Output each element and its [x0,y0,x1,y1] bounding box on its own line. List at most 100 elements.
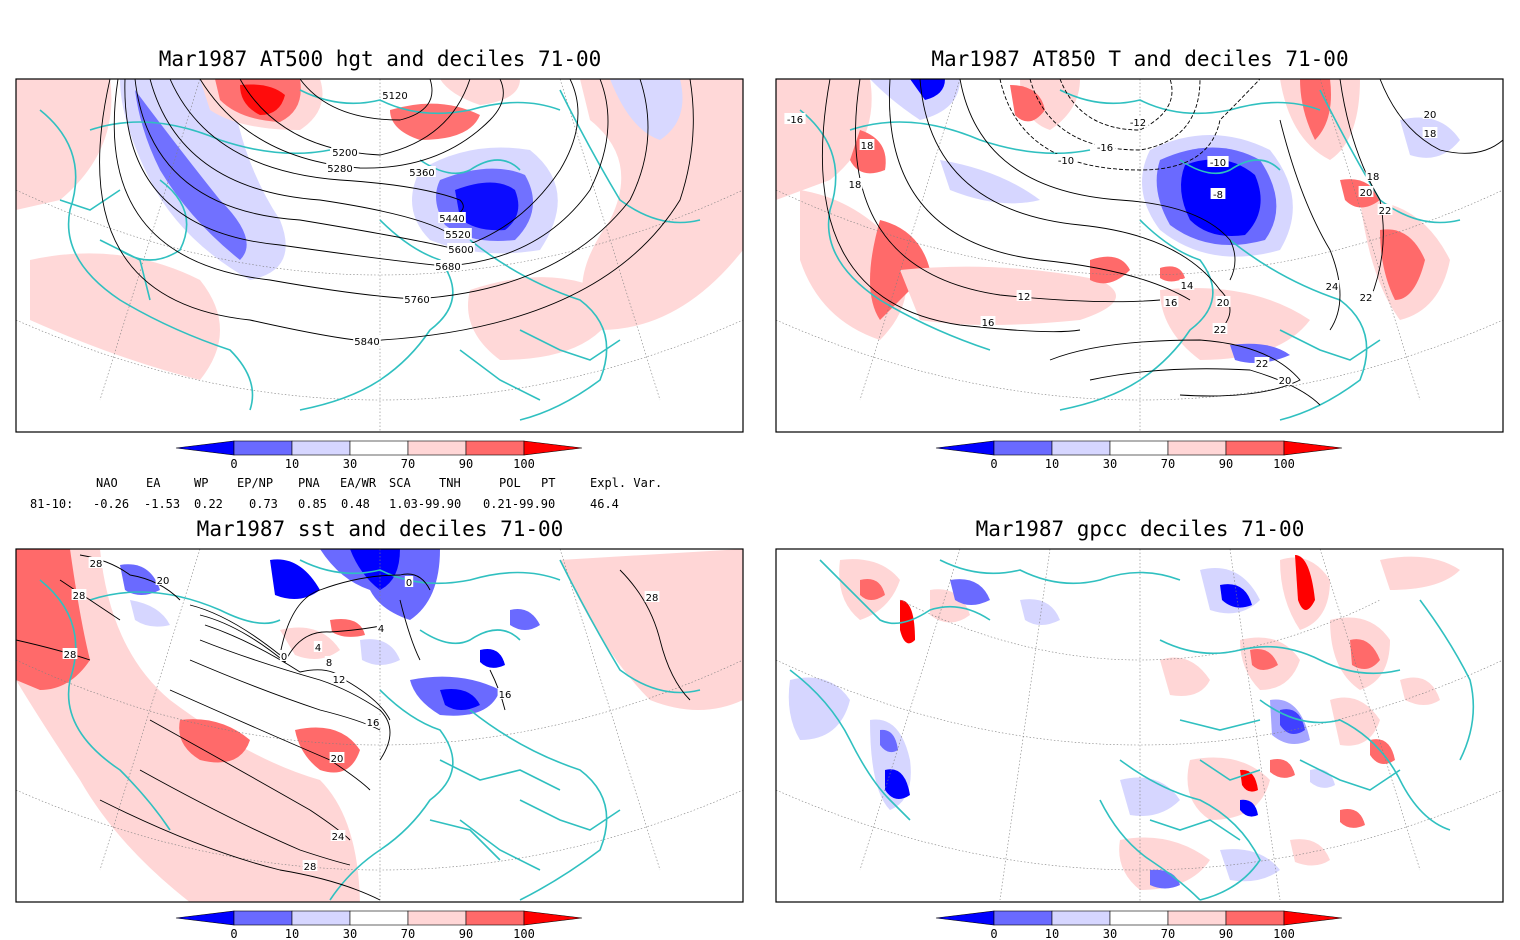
contour-label: 28 [64,650,77,661]
contour-label-bg [324,656,334,667]
below-normal-region [950,579,990,605]
colorbar-segment [1167,910,1227,926]
contour-label: 20 [1279,376,1292,387]
contour-label-bg [1358,291,1374,302]
colorbar-min-arrow [935,440,995,456]
contour-label-bg [644,591,660,602]
colorbar-tick-label: 70 [401,457,415,471]
above-normal-region [580,79,743,330]
contour-label: 20 [331,754,344,765]
contour-label: 22 [1379,206,1392,217]
colorbar-segment [1225,440,1285,456]
colorbar-tick-label: 90 [459,927,473,940]
colorbar-segment [1051,910,1111,926]
colorbar-min-arrow [175,440,235,456]
below-normal-region [480,649,505,668]
below-normal-region [880,729,898,753]
colorbar-min-arrow [175,910,235,926]
contour-label: 28 [646,593,659,604]
above-normal-region [1295,555,1315,610]
panel-sst: Mar1987 sst and deciles 71-00 [15,517,744,903]
contour-label: 12 [1018,292,1031,303]
below-normal-region [120,564,160,595]
below-normal-region [1220,584,1252,608]
below-normal-region [940,160,1040,204]
contour-label-bg [404,576,414,587]
contour-label-bg [784,113,806,124]
colorbar-segment [465,910,525,926]
contour-label: -8 [1213,190,1223,201]
colorbar: 0 10 30 70 90 100 [935,910,1343,940]
contour-label-bg [62,648,78,659]
decile-shading [776,79,1460,364]
index-value: -0.26 [93,497,129,511]
contour-label-bg [447,243,475,254]
contour-label: 4 [315,643,321,654]
map-frame [775,78,1504,433]
colorbar-tick-label: 0 [990,457,997,471]
coastlines [789,559,1475,901]
below-normal-region [360,639,400,665]
above-normal-region [1340,809,1365,828]
colorbar-segment [407,440,467,456]
index-value: 0.21-99.90 [483,497,555,511]
colorbar-tick-label: 70 [1161,457,1175,471]
contour-label-bg [71,589,87,600]
above-normal-region [1270,759,1295,778]
colorbar-segment [1167,440,1227,456]
colorbar-segment [993,910,1053,926]
map-frame [775,548,1504,903]
map-frame [15,78,744,433]
contour-label: 0 [406,578,412,589]
colorbar-segment [1109,440,1169,456]
below-normal-region [910,79,945,100]
contour-label: 20 [157,576,170,587]
contour-label: 5200 [332,148,357,159]
contour-label-bg [438,212,466,223]
contour-label: 18 [1424,129,1437,140]
colorbar: 0 10 30 70 90 100 [175,910,583,940]
below-normal-region [1220,849,1280,882]
panel-title: Mar1987 AT500 hgt and deciles 71-00 [159,47,602,71]
contour-label: 18 [1367,172,1380,183]
contour-label-bg [330,830,346,841]
below-normal-region [1230,343,1290,364]
colorbar-segment [291,440,351,456]
contour-label: 5680 [435,262,460,273]
panel-hgt500: Mar1987 AT500 hgt and deciles 71-00 [15,47,744,433]
contour-label: 0 [281,652,287,663]
contour-label: 22 [1360,293,1373,304]
contour-label: 5440 [439,214,464,225]
contour-label-bg [1207,156,1229,167]
colorbar-tick-label: 100 [513,927,535,940]
above-normal-region [1119,837,1210,890]
contour-label-bg [279,650,289,661]
below-normal-region [130,600,170,627]
colorbar-segment [407,910,467,926]
colorbar-segment [465,440,525,456]
above-normal-region [468,277,620,360]
below-normal-region [610,79,683,140]
contour-label: 24 [1326,282,1339,293]
above-normal-region [776,79,872,200]
contour-label-bg [1358,186,1374,197]
above-normal-region [1250,649,1278,670]
index-value: 1.03-99.90 [389,497,461,511]
index-value: -1.53 [144,497,180,511]
contour-label-bg [376,622,386,633]
colorbar-tick-label: 100 [1273,927,1295,940]
contour-label: -12 [1130,118,1146,129]
contour-label-bg [434,260,462,271]
above-normal-region [1160,288,1310,360]
contour-label-bg [302,860,318,871]
below-normal-region [788,677,850,740]
contour-label: 28 [304,862,317,873]
colorbar-tick-label: 10 [1045,927,1059,940]
contour-label: 28 [90,559,103,570]
contour-label-bg [1179,279,1195,290]
map-domain [776,549,1503,902]
colorbar-tick-label: 10 [1045,457,1059,471]
colorbar-segment [233,440,293,456]
